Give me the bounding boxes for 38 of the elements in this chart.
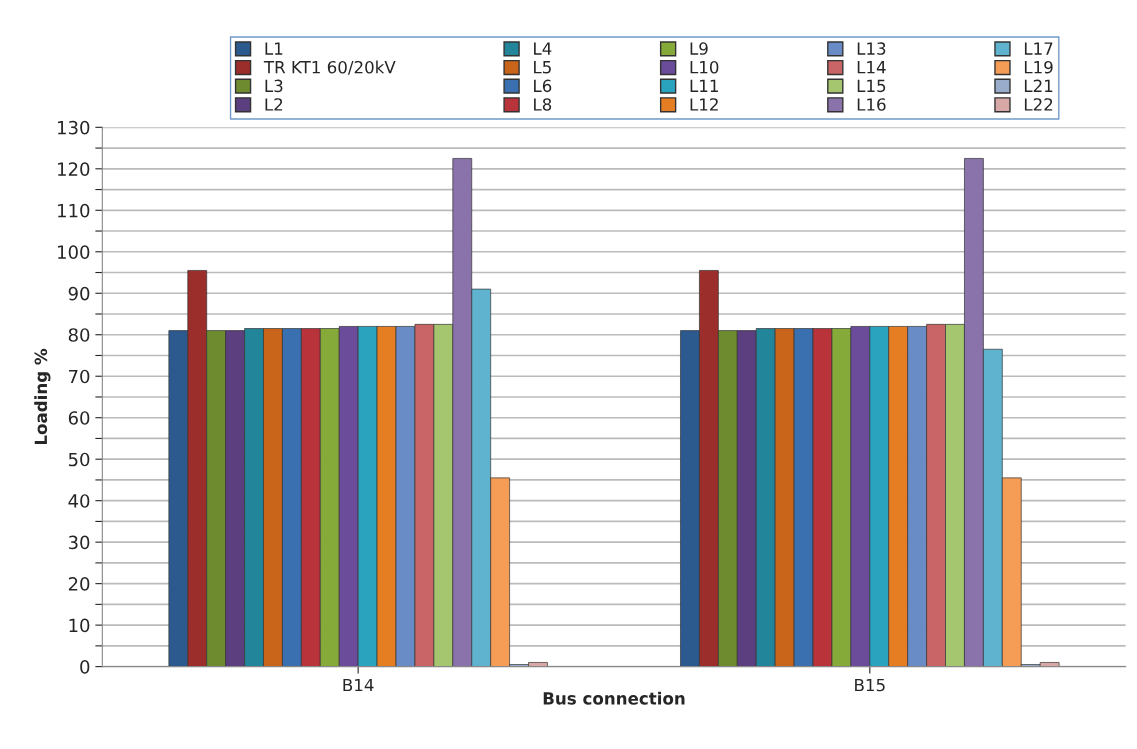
y-tick-label: 120 [58, 162, 90, 176]
legend-label: L11 [690, 79, 718, 92]
legend-label: L22 [1024, 98, 1053, 111]
legend-label: L3 [265, 79, 283, 93]
y-tick-label: 40 [68, 494, 90, 508]
legend-label: L15 [857, 79, 886, 93]
legend-label: L21 [1024, 79, 1053, 92]
y-axis-title: Loading % [34, 348, 51, 445]
y-tick-label: 130 [58, 120, 90, 135]
legend-label: L16 [857, 98, 886, 111]
y-tick-label: 80 [68, 328, 90, 342]
y-tick-label: 110 [58, 203, 90, 218]
legend-label: L5 [534, 61, 551, 74]
y-tick-label: 70 [69, 369, 90, 384]
x-tick-label: B14 [343, 678, 374, 692]
legend-label: L6 [534, 79, 552, 93]
y-tick-label: 50 [68, 452, 90, 467]
legend-label: L19 [1024, 60, 1053, 74]
legend-label: L12 [690, 98, 718, 111]
y-tick-label: 0 [80, 660, 90, 674]
legend-label: L1 [265, 42, 283, 55]
legend-label: L4 [534, 42, 552, 55]
y-tick-label: 10 [69, 618, 90, 633]
y-tick-label: 90 [68, 286, 90, 301]
y-tick-label: 30 [68, 535, 90, 550]
legend-label: L2 [265, 98, 283, 111]
legend-label: L13 [857, 42, 886, 55]
y-tick-label: 60 [68, 411, 90, 425]
y-tick-label: 20 [68, 577, 90, 591]
legend-label: L10 [690, 60, 719, 74]
x-tick-label: B15 [855, 678, 885, 692]
legend-label: L14 [857, 61, 886, 74]
legend-label: L8 [534, 98, 552, 111]
y-tick-label: 100 [58, 245, 90, 259]
legend-label: L17 [1024, 42, 1053, 55]
legend-label: L9 [690, 42, 708, 55]
legend-label: TR KT1 60/20kV [263, 60, 396, 75]
x-axis-title: Bus connection [543, 691, 685, 705]
